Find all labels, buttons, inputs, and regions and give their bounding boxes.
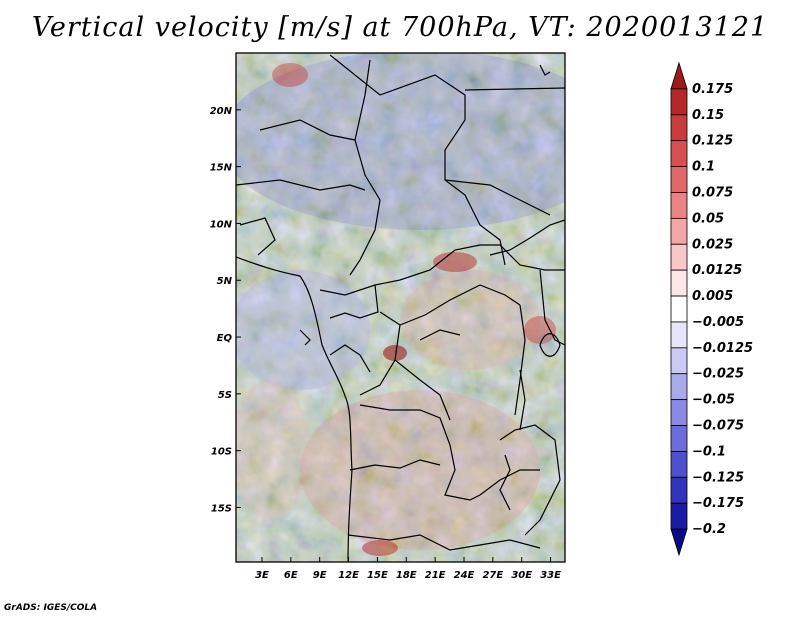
colorbar-swatch — [670, 114, 688, 142]
colorbar-label: −0.05 — [692, 393, 735, 408]
x-tick-label: 15E — [367, 570, 388, 581]
x-tick-label: 24E — [454, 570, 475, 581]
plot-frame — [235, 52, 566, 563]
colorbar-label: 0.05 — [692, 211, 724, 226]
colorbar-label: 0.005 — [692, 289, 733, 304]
x-tick-label: 27E — [482, 570, 503, 581]
colorbar-label: 0.125 — [692, 134, 733, 149]
colorbar-label: 0.025 — [692, 237, 733, 252]
colorbar-label: −0.2 — [692, 522, 726, 537]
colorbar-swatch — [670, 217, 688, 245]
x-tick-label: 12E — [338, 570, 359, 581]
colorbar-swatch — [670, 140, 688, 167]
colorbar-label: 0.075 — [692, 185, 733, 200]
x-tick-label: 18E — [396, 570, 417, 581]
y-tick-label: 5N — [217, 276, 233, 287]
y-tick-label: 10N — [210, 219, 233, 230]
colorbar-swatch — [670, 528, 688, 557]
colorbar-label: −0.005 — [692, 315, 744, 330]
colorbar-label: −0.1 — [692, 444, 726, 459]
y-tick-label: 15S — [211, 503, 232, 514]
colorbar-label: −0.0125 — [692, 341, 753, 356]
colorbar-swatch — [670, 476, 688, 504]
y-tick-label: 5S — [218, 390, 232, 401]
x-tick-label: 6E — [284, 570, 298, 581]
colorbar-swatch — [670, 399, 688, 426]
y-axis: 20N 15N 10N 5N EQ 5S 10S 15S — [210, 106, 241, 514]
colorbar-swatch — [670, 502, 688, 530]
colorbar-swatch — [670, 321, 688, 349]
colorbar-label: −0.075 — [692, 419, 744, 434]
coastlines-borders — [236, 54, 565, 562]
colorbar-swatch — [670, 425, 688, 452]
colorbar-label: −0.175 — [692, 496, 744, 511]
colorbar-swatch — [670, 88, 688, 116]
y-tick-label: 10S — [211, 447, 232, 458]
colorbar-label: 0.0125 — [692, 263, 742, 278]
colorbar-label: 0.15 — [692, 108, 724, 123]
chart-title: Vertical velocity [m/s] at 700hPa, VT: 2… — [31, 12, 769, 43]
x-axis: 3E 6E 9E 12E 15E 18E 21E 24E 27E 30E 33E — [255, 557, 561, 581]
y-tick-label: 15N — [210, 163, 233, 174]
colorbar-swatch — [670, 347, 688, 375]
x-tick-label: 9E — [313, 570, 327, 581]
velocity-field — [236, 53, 565, 562]
footer-credit: GrADS: IGES/COLA — [4, 603, 98, 613]
x-tick-label: 33E — [540, 570, 561, 581]
y-tick-label: EQ — [217, 333, 233, 344]
colorbar-swatch — [670, 192, 688, 219]
colorbar-swatch — [670, 451, 688, 478]
colorbar-label: 0.175 — [692, 82, 733, 97]
colorbar-label: −0.025 — [692, 367, 744, 382]
x-tick-label: 21E — [425, 570, 446, 581]
colorbar-swatch — [670, 243, 688, 271]
colorbar-swatch — [670, 269, 688, 297]
x-tick-label: 3E — [255, 570, 269, 581]
colorbar-swatch — [670, 61, 688, 90]
colorbar-swatch — [670, 373, 688, 401]
colorbar-swatch — [670, 166, 688, 193]
colorbar-swatch — [670, 295, 688, 323]
colorbar: 0.175 0.15 0.125 0.1 0.075 0.05 0.025 0.0125 0.0… — [670, 61, 753, 557]
colorbar-label: 0.1 — [692, 160, 715, 175]
colorbar-label: −0.125 — [692, 470, 744, 485]
y-tick-label: 20N — [210, 106, 233, 117]
x-tick-label: 30E — [511, 570, 532, 581]
